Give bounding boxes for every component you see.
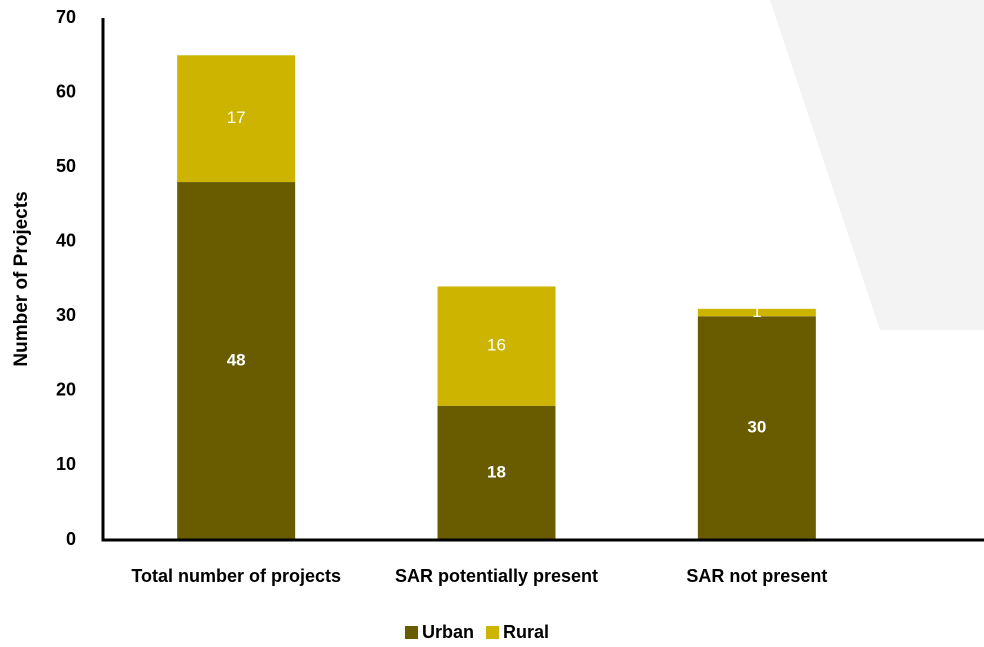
x-tick-label: SAR potentially present [395,566,598,586]
bar-segment [697,316,816,540]
legend-label: Rural [503,622,549,642]
y-tick-label: 10 [56,454,76,474]
y-tick-label: 40 [56,230,76,250]
bar-segment [437,405,556,540]
bar-segment [177,182,296,541]
x-tick-label: Total number of projects [131,566,341,586]
legend-label: Urban [422,622,474,642]
data-label: 16 [487,336,506,355]
data-label: 17 [227,108,246,127]
y-tick-label: 0 [66,529,76,549]
data-label: 1 [752,302,761,321]
data-label: 48 [227,351,246,370]
watermark [770,0,984,330]
y-tick-label: 30 [56,305,76,325]
x-tick-label: SAR not present [686,566,827,586]
bar-segment [177,55,296,183]
y-tick-label: 50 [56,156,76,176]
y-tick-label: 70 [56,7,76,27]
data-label: 18 [487,462,506,481]
legend-swatch [486,626,500,639]
y-axis-title: Number of Projects [11,191,32,366]
bar-segment [697,308,816,317]
bar-segment [437,286,556,406]
y-tick-label: 60 [56,81,76,101]
data-label: 30 [747,418,766,437]
legend-swatch [405,626,418,639]
y-tick-label: 20 [56,380,76,400]
